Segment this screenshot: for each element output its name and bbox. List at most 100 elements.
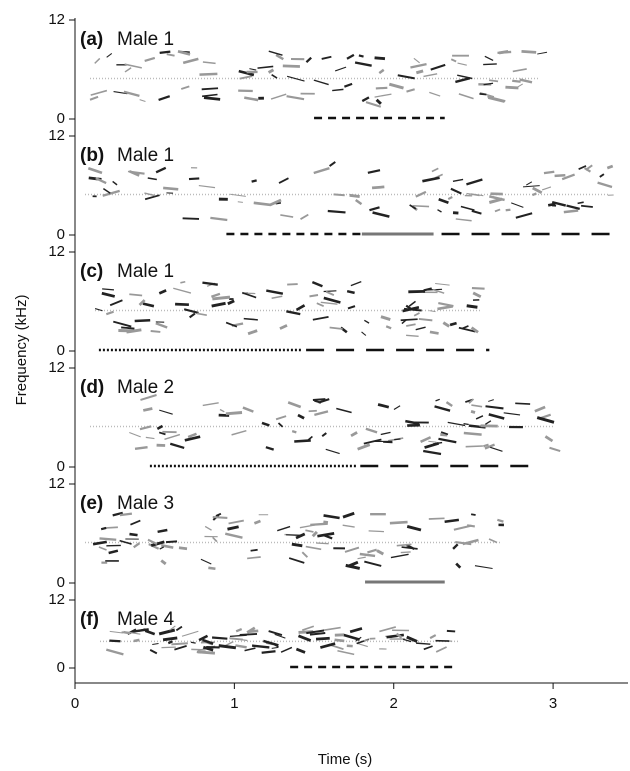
- syllable: [257, 65, 274, 69]
- panel: 0 12 (a) Male 1: [48, 11, 548, 127]
- syllable: [119, 512, 133, 517]
- syllable: [320, 642, 336, 649]
- syllable: [521, 49, 537, 54]
- syllable: [177, 49, 191, 56]
- syllable: [317, 532, 335, 538]
- y-tick-label: 0: [57, 574, 65, 591]
- syllable: [537, 51, 548, 55]
- syllable: [309, 294, 319, 298]
- syllable: [409, 204, 417, 210]
- syllable: [286, 310, 301, 316]
- syllable: [393, 405, 401, 410]
- syllable: [262, 639, 279, 647]
- panel-label: (f): [80, 609, 99, 630]
- syllable: [494, 208, 501, 213]
- syllable: [549, 446, 561, 453]
- syllable: [202, 93, 218, 98]
- syllable: [156, 424, 164, 431]
- syllable: [188, 177, 200, 181]
- syllable: [484, 443, 496, 450]
- syllable: [420, 436, 432, 443]
- syllable: [105, 310, 114, 316]
- syllable: [428, 517, 445, 520]
- syllable: [488, 413, 505, 420]
- syllable: [159, 546, 165, 550]
- syllable: [543, 170, 555, 175]
- syllable: [152, 642, 159, 646]
- syllable: [347, 305, 356, 310]
- syllable: [346, 53, 355, 60]
- syllable: [160, 559, 167, 566]
- syllable: [327, 209, 346, 214]
- syllable: [445, 401, 453, 408]
- syllable: [282, 64, 300, 68]
- syllable: [90, 89, 108, 96]
- panel-label: (e): [80, 493, 103, 514]
- syllable: [378, 68, 385, 75]
- syllable: [435, 398, 440, 402]
- syllable: [429, 634, 437, 640]
- syllable: [279, 324, 288, 330]
- syllable: [342, 633, 361, 641]
- syllable: [447, 421, 466, 427]
- syllable: [320, 301, 338, 305]
- syllable: [474, 565, 493, 570]
- syllable: [472, 291, 482, 299]
- syllable: [211, 301, 226, 308]
- syllable: [463, 431, 482, 436]
- syllable: [159, 50, 171, 54]
- syllable: [423, 645, 433, 651]
- syllable: [271, 646, 279, 649]
- syllable: [238, 69, 255, 77]
- panel: 0 12 (e) Male 3: [48, 475, 504, 591]
- syllable: [438, 197, 449, 204]
- syllable: [198, 184, 216, 189]
- syllable: [328, 161, 336, 167]
- syllable: [453, 524, 472, 531]
- syllable: [300, 213, 309, 221]
- syllable: [196, 312, 207, 317]
- syllable: [455, 562, 462, 569]
- syllable: [126, 328, 142, 334]
- syllable: [522, 185, 540, 188]
- syllable: [374, 56, 386, 61]
- syllable: [345, 563, 361, 570]
- syllable: [359, 552, 376, 558]
- syllable: [286, 95, 305, 101]
- x-tick-label: 1: [230, 695, 238, 712]
- syllable: [344, 546, 360, 553]
- syllable: [113, 320, 132, 328]
- syllable: [204, 525, 212, 531]
- panel-label: (b): [80, 145, 104, 166]
- syllable: [158, 628, 176, 636]
- syllable: [519, 78, 533, 84]
- syllable: [363, 639, 369, 642]
- syllable: [367, 548, 378, 554]
- syllable: [305, 56, 312, 64]
- syllable: [512, 79, 521, 83]
- syllable: [349, 193, 360, 199]
- syllable: [109, 299, 123, 307]
- syllable: [286, 534, 300, 537]
- syllable: [505, 85, 519, 90]
- syllable: [462, 538, 479, 546]
- syllable: [475, 415, 484, 420]
- syllable: [150, 540, 165, 547]
- syllable: [547, 202, 556, 207]
- x-tick-label: 0: [71, 695, 79, 712]
- syllable: [577, 201, 584, 205]
- syllable: [129, 431, 141, 438]
- syllable: [525, 181, 533, 186]
- syllable: [253, 201, 272, 207]
- syllable: [418, 317, 433, 322]
- syllable: [208, 566, 216, 570]
- syllable: [178, 546, 188, 551]
- syllable: [349, 627, 363, 634]
- syllable: [344, 82, 353, 88]
- syllable: [301, 551, 309, 558]
- syllable: [581, 204, 593, 208]
- syllable: [202, 402, 219, 407]
- syllable: [435, 282, 450, 286]
- syllable: [227, 299, 235, 306]
